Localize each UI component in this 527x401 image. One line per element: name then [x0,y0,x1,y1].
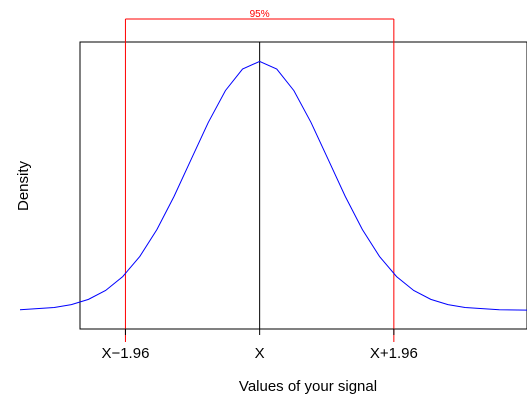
density-curve [19,60,527,311]
y-axis-title: Density [15,160,32,211]
interval-label: 95% [250,9,270,20]
x-axis: X−1.96 X X+1.96 [101,328,418,362]
confidence-interval: 95% [124,9,395,342]
x-axis-title: Values of your signal [239,378,377,395]
x-tick-label: X [255,345,265,362]
x-tick-label: X+1.96 [370,345,418,362]
x-tick-label: X−1.96 [101,345,149,362]
plot-frame [79,41,527,330]
